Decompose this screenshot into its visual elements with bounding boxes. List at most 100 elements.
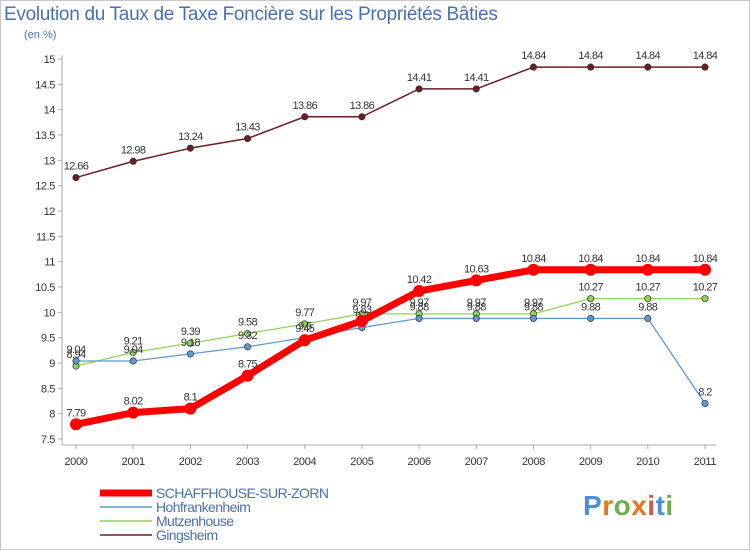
data-point-gingsheim xyxy=(243,134,252,143)
legend-label-gingsheim: Gingsheim xyxy=(156,527,218,543)
series-line-hohfrankenheim xyxy=(75,317,706,405)
data-label-mutzenhouse: 9.97 xyxy=(352,297,371,309)
y-tick-label: 7.5 xyxy=(41,434,55,446)
data-point-gingsheim xyxy=(701,63,709,71)
y-tick-label: 12 xyxy=(44,206,56,218)
data-label-schaffhouse-sur-zorn: 10.84 xyxy=(578,253,603,265)
data-point-gingsheim xyxy=(644,63,652,71)
x-tick-label: 2001 xyxy=(122,456,145,468)
data-label-schaffhouse-sur-zorn: 10.84 xyxy=(693,253,718,265)
data-label-gingsheim: 14.84 xyxy=(578,50,603,62)
data-point-gingsheim xyxy=(472,85,480,93)
data-point-gingsheim xyxy=(129,157,137,165)
data-label-hohfrankenheim: 9.88 xyxy=(581,301,600,313)
data-point-schaffhouse-sur-zorn xyxy=(298,334,311,347)
legend-item-hohfrankenheim: Hohfrankenheim xyxy=(100,500,328,514)
chart-subtitle: (en %) xyxy=(24,29,57,41)
data-point-schaffhouse-sur-zorn xyxy=(470,274,483,287)
y-tick-label: 9 xyxy=(49,358,55,370)
data-point-hohfrankenheim xyxy=(243,343,252,351)
x-tick-label: 2007 xyxy=(465,456,488,468)
data-label-gingsheim: 13.86 xyxy=(292,100,317,112)
data-point-mutzenhouse xyxy=(644,295,652,303)
series-line-gingsheim xyxy=(75,66,706,179)
data-label-mutzenhouse: 10.27 xyxy=(578,282,603,294)
x-tick-label: 2008 xyxy=(522,456,545,468)
data-label-hohfrankenheim: 9.88 xyxy=(467,301,486,313)
data-point-hohfrankenheim xyxy=(415,314,423,322)
data-label-mutzenhouse: 9.97 xyxy=(467,297,486,309)
x-tick-label: 2003 xyxy=(236,456,259,468)
data-point-mutzenhouse xyxy=(186,339,194,347)
data-label-mutzenhouse: 9.77 xyxy=(295,307,314,319)
series-line-mutzenhouse xyxy=(75,298,706,367)
data-label-mutzenhouse: 9.97 xyxy=(524,297,543,309)
data-label-mutzenhouse: 10.27 xyxy=(636,282,661,294)
legend-label-mutzenhouse: Mutzenhouse xyxy=(156,513,234,529)
data-point-schaffhouse-sur-zorn xyxy=(584,263,597,276)
y-tick-label: 14.5 xyxy=(35,79,55,91)
x-tick-label: 2010 xyxy=(636,456,659,468)
data-point-schaffhouse-sur-zorn xyxy=(413,285,426,298)
data-point-schaffhouse-sur-zorn xyxy=(184,402,197,415)
data-label-schaffhouse-sur-zorn: 8.75 xyxy=(238,359,257,371)
data-label-mutzenhouse: 8.94 xyxy=(66,349,85,361)
legend-item-mutzenhouse: Mutzenhouse xyxy=(100,514,328,528)
data-label-gingsheim: 12.66 xyxy=(64,161,89,173)
data-point-gingsheim xyxy=(186,144,194,152)
y-tick-label: 14 xyxy=(44,105,56,117)
x-tick-label: 2000 xyxy=(64,456,87,468)
data-point-gingsheim xyxy=(415,85,423,93)
data-point-schaffhouse-sur-zorn xyxy=(241,369,254,382)
data-label-schaffhouse-sur-zorn: 9.83 xyxy=(352,304,371,316)
chart-title: Evolution du Taux de Taxe Foncière sur l… xyxy=(4,4,498,25)
data-point-hohfrankenheim xyxy=(587,314,595,322)
data-point-mutzenhouse xyxy=(243,330,252,338)
x-tick-label: 2005 xyxy=(350,456,373,468)
data-label-gingsheim: 14.84 xyxy=(693,50,718,62)
x-tick-label: 2009 xyxy=(579,456,602,468)
proxiti-logo: Proxiti xyxy=(583,490,674,522)
data-label-schaffhouse-sur-zorn: 8.1 xyxy=(184,392,198,404)
data-point-mutzenhouse xyxy=(587,295,595,303)
data-point-gingsheim xyxy=(72,174,80,182)
data-label-gingsheim: 13.43 xyxy=(235,122,260,134)
data-point-hohfrankenheim xyxy=(472,314,480,322)
y-tick-label: 13 xyxy=(44,155,56,167)
data-label-schaffhouse-sur-zorn: 8.02 xyxy=(124,396,143,408)
logo-letter: r xyxy=(602,490,614,521)
data-point-hohfrankenheim xyxy=(72,357,80,365)
y-tick-label: 9.5 xyxy=(41,333,55,345)
data-label-hohfrankenheim: 9.88 xyxy=(410,301,429,313)
data-point-hohfrankenheim xyxy=(529,314,538,322)
legend-label-hohfrankenheim: Hohfrankenheim xyxy=(156,499,251,515)
legend-label-schaffhouse: SCHAFFHOUSE-SUR-ZORN xyxy=(156,485,329,501)
data-label-schaffhouse-sur-zorn: 10.63 xyxy=(464,263,489,275)
data-point-hohfrankenheim xyxy=(129,357,137,365)
y-tick-label: 10 xyxy=(44,307,56,319)
data-point-schaffhouse-sur-zorn xyxy=(699,263,711,276)
logo-letter: i xyxy=(647,490,656,521)
data-label-gingsheim: 13.86 xyxy=(350,100,375,112)
data-label-gingsheim: 13.24 xyxy=(178,131,203,143)
legend-item-schaffhouse: SCHAFFHOUSE-SUR-ZORN xyxy=(100,485,329,501)
data-label-hohfrankenheim: 9.04 xyxy=(124,344,143,356)
data-label-gingsheim: 14.41 xyxy=(407,72,432,84)
legend-swatch-gingsheim xyxy=(100,534,152,536)
logo-letter: P xyxy=(583,490,603,521)
data-point-gingsheim xyxy=(358,113,366,121)
data-label-mutzenhouse: 9.97 xyxy=(410,297,429,309)
data-label-hohfrankenheim: 9.5 xyxy=(298,321,312,333)
y-tick-label: 10.5 xyxy=(35,282,55,294)
data-label-gingsheim: 14.84 xyxy=(636,50,661,62)
y-tick-label: 11 xyxy=(44,257,55,269)
data-point-schaffhouse-sur-zorn xyxy=(355,314,368,327)
data-label-hohfrankenheim: 9.32 xyxy=(238,330,257,342)
data-label-hohfrankenheim: 9.04 xyxy=(66,344,85,356)
data-point-gingsheim xyxy=(587,63,595,71)
legend-swatch-schaffhouse xyxy=(100,489,152,497)
data-point-gingsheim xyxy=(301,113,309,121)
y-tick-label: 12.5 xyxy=(35,181,55,193)
data-point-mutzenhouse xyxy=(301,320,309,328)
